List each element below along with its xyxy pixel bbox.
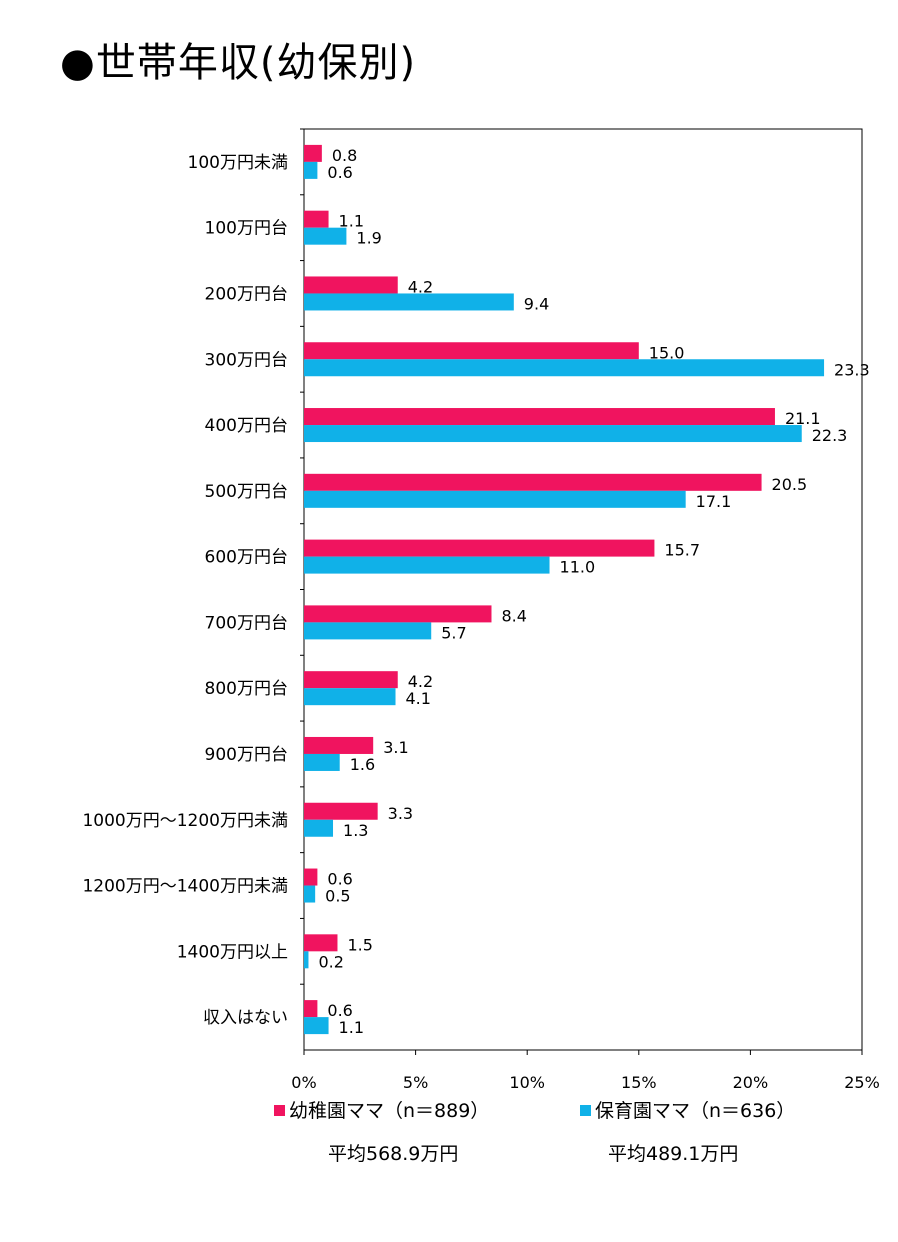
bar-series2 <box>304 819 334 837</box>
bar-series2 <box>304 490 686 508</box>
data-label: 0.2 <box>318 952 343 971</box>
data-label: 0.6 <box>327 870 352 889</box>
data-label: 0.8 <box>332 146 357 165</box>
bar-series2 <box>304 556 550 574</box>
data-label: 0.6 <box>327 163 352 182</box>
legend-swatch-series2 <box>580 1105 591 1116</box>
data-label: 1.1 <box>339 1018 364 1037</box>
category-label: 400万円台 <box>205 416 288 436</box>
x-tick-label: 5% <box>403 1073 428 1092</box>
bar-series1 <box>304 210 329 228</box>
bar-series1 <box>304 802 378 820</box>
bar-series2 <box>304 753 340 771</box>
legend-swatch-series1 <box>274 1105 285 1116</box>
data-label: 9.4 <box>524 294 549 313</box>
data-label: 21.1 <box>785 409 821 428</box>
data-label: 3.1 <box>383 738 408 757</box>
x-tick-label: 25% <box>844 1073 880 1092</box>
data-label: 1.6 <box>350 755 375 774</box>
bar-series1 <box>304 276 398 294</box>
bar-series1 <box>304 144 322 162</box>
data-label: 3.3 <box>388 804 413 823</box>
bar-series2 <box>304 688 396 706</box>
data-label: 17.1 <box>696 492 732 511</box>
data-label: 1.9 <box>356 229 381 248</box>
category-label: 100万円未満 <box>188 153 288 173</box>
bar-series1 <box>304 408 775 426</box>
data-label: 20.5 <box>772 475 808 494</box>
data-label: 4.1 <box>406 689 431 708</box>
bar-series2 <box>304 293 514 311</box>
category-label: 900万円台 <box>205 745 288 765</box>
category-label: 収入はない <box>203 1008 288 1028</box>
legend-item-series2: 保育園ママ（n＝636） <box>580 1096 795 1123</box>
x-tick-label: 10% <box>509 1073 545 1092</box>
bar-series1 <box>304 671 398 689</box>
data-label: 0.5 <box>325 887 350 906</box>
category-label: 100万円台 <box>205 219 288 239</box>
data-label: 1.3 <box>343 821 368 840</box>
category-label: 500万円台 <box>205 482 288 502</box>
data-label: 4.2 <box>408 672 433 691</box>
bar-series2 <box>304 885 316 903</box>
bar-series1 <box>304 868 318 886</box>
category-label: 1000万円～1200万円未満 <box>82 811 288 831</box>
average-series1: 平均568.9万円 <box>328 1143 459 1165</box>
bar-series2 <box>304 622 432 640</box>
data-label: 22.3 <box>812 426 848 445</box>
x-tick-label: 20% <box>733 1073 769 1092</box>
bar-series1 <box>304 1000 318 1018</box>
bar-series1 <box>304 736 374 754</box>
chart-title: ●世帯年収(幼保別) <box>60 40 417 86</box>
bar-series2 <box>304 359 825 377</box>
value-labels: 0.80.61.11.94.29.415.023.321.122.320.517… <box>318 146 869 1037</box>
bar-series1 <box>304 605 492 623</box>
category-label: 200万円台 <box>205 284 288 304</box>
legend-label-series1: 幼稚園ママ（n＝889） <box>289 1100 490 1122</box>
data-label: 1.5 <box>347 935 372 954</box>
bars <box>304 144 825 1035</box>
data-label: 5.7 <box>441 623 466 642</box>
bar-series2 <box>304 425 802 443</box>
category-label: 700万円台 <box>205 613 288 633</box>
data-label: 23.3 <box>834 360 870 379</box>
data-label: 8.4 <box>501 606 526 625</box>
plot-area-frame <box>303 128 863 1051</box>
data-label: 4.2 <box>408 277 433 296</box>
legend-label-series2: 保育園ママ（n＝636） <box>595 1100 796 1122</box>
x-tick-label: 15% <box>621 1073 657 1092</box>
bar-series1 <box>304 342 639 360</box>
bar-series1 <box>304 539 655 557</box>
average-series2: 平均489.1万円 <box>608 1143 739 1165</box>
bar-series2 <box>304 161 318 179</box>
bar-series2 <box>304 227 347 245</box>
data-label: 15.7 <box>664 541 700 560</box>
bar-series1 <box>304 934 338 952</box>
category-label: 1400万円以上 <box>177 942 288 962</box>
data-label: 15.0 <box>649 343 685 362</box>
data-label: 1.1 <box>339 212 364 231</box>
data-label: 11.0 <box>560 558 596 577</box>
bar-series1 <box>304 473 762 491</box>
category-label: 800万円台 <box>205 679 288 699</box>
x-tick-label: 0% <box>291 1073 316 1092</box>
category-axis: 100万円未満 100万円台 200万円台 300万円台 400万円台 500万円台 600… <box>82 128 304 1028</box>
bar-series2 <box>304 1017 329 1035</box>
bar-series2 <box>304 951 309 969</box>
category-label: 600万円台 <box>205 548 288 568</box>
data-label: 0.6 <box>327 1001 352 1020</box>
category-label: 300万円台 <box>205 350 288 370</box>
legend-item-series1: 幼稚園ママ（n＝889） <box>274 1096 489 1123</box>
category-label: 1200万円～1400万円未満 <box>82 877 288 897</box>
x-axis: 0% 5% 10% 15% 20% 25% <box>291 1050 880 1092</box>
